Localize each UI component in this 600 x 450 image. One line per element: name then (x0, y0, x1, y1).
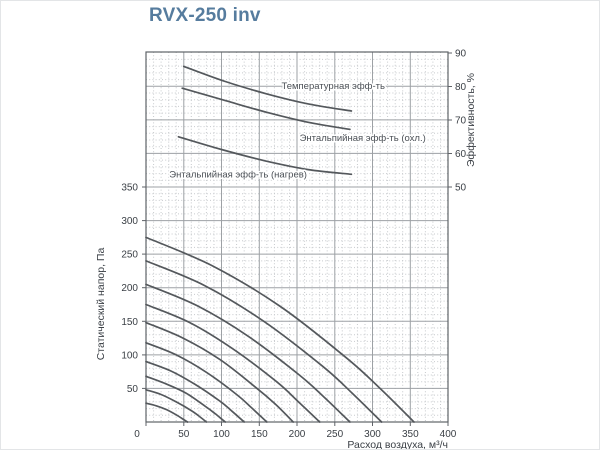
fan-curve-9 (145, 388, 208, 423)
fan-curve-4 (145, 303, 321, 423)
enthalpy-efficiency-cooling-label: Энтальпийная эфф-ть (охл.) (300, 133, 426, 144)
y-left-tick-label: 100 (121, 350, 138, 361)
y-left-tick-label: 350 (121, 183, 138, 194)
x-tick-label: 300 (364, 429, 381, 440)
fan-curve-1 (145, 236, 415, 423)
tick-labels: 0 50 100 150 200 250 300 350 400 50 100 150 200 250 30… (121, 49, 466, 441)
x-tick-label: 250 (326, 429, 343, 440)
fan-curve-6 (145, 341, 268, 423)
y-left-axis-title: Статический напор, Па (95, 248, 107, 361)
y-right-axis-title: Эффективность, % (465, 73, 477, 167)
y-left-tick-label: 250 (121, 250, 138, 261)
x-tick-label: 350 (402, 429, 419, 440)
temperature-efficiency-label: Температурная эфф-ть (281, 81, 385, 92)
fan-curve-2 (145, 260, 383, 423)
y-left-tick-label: 50 (127, 384, 139, 395)
temperature-efficiency-curve (182, 65, 353, 112)
efficiency-curves: Температурная эфф-ть Энтальпийная эфф-ть … (168, 65, 427, 182)
enthalpy-efficiency-heating-curve (177, 135, 353, 176)
x-tick-label: 200 (289, 429, 306, 440)
x-axis-title: Расход воздуха, м³/ч (347, 439, 448, 450)
axis-titles: Статический напор, Па Эффективность, % Рас… (95, 73, 477, 450)
enthalpy-efficiency-cooling-curve (181, 87, 351, 131)
fan-curve-7 (145, 360, 246, 423)
fan-curve-10 (145, 402, 189, 423)
x-tick-label: 150 (251, 429, 268, 440)
y-right-tick-label: 90 (455, 49, 467, 60)
x-tick-label: 0 (134, 429, 140, 440)
y-left-tick-label: 300 (121, 216, 138, 227)
y-left-tick-label: 200 (121, 283, 138, 294)
y-left-tick-label: 150 (121, 317, 138, 328)
y-right-tick-label: 70 (455, 116, 467, 127)
enthalpy-efficiency-heating-label: Энтальпийная эфф-ть (нагрев) (169, 170, 307, 181)
x-tick-label: 50 (178, 429, 190, 440)
y-right-tick-label: 80 (455, 82, 467, 93)
fan-curve-8 (145, 375, 227, 423)
fan-curve-5 (145, 321, 295, 423)
x-tick-label: 400 (440, 429, 457, 440)
y-right-tick-label: 60 (455, 149, 467, 160)
x-tick-label: 100 (213, 429, 230, 440)
chart-title: RVX-250 inv (149, 5, 261, 26)
y-right-tick-label: 50 (455, 183, 467, 194)
fan-curves (145, 236, 415, 423)
axis-ticks (142, 52, 452, 426)
fan-curve-3 (145, 283, 351, 423)
